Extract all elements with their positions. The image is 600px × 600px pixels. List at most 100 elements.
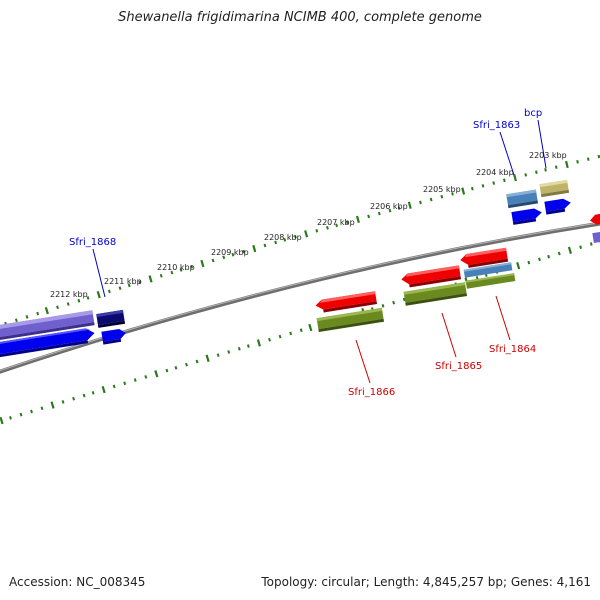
scale-label: 2207 kbp	[317, 218, 355, 227]
gene-label-bcp[interactable]: bcp	[524, 108, 542, 119]
minor-tick	[544, 168, 547, 172]
scale-label: 2206 kbp	[370, 202, 408, 211]
minor-tick	[195, 359, 199, 364]
minor-tick	[222, 255, 226, 260]
minor-tick	[451, 192, 454, 196]
minor-tick	[367, 214, 371, 219]
minor-tick	[40, 406, 44, 411]
minor-tick	[579, 245, 583, 250]
minor-tick	[231, 252, 235, 257]
leader-line-bcp	[537, 119, 547, 169]
major-tick	[256, 339, 261, 347]
cds-feature[interactable]	[592, 230, 600, 244]
minor-tick	[392, 300, 396, 305]
cds-feature[interactable]	[96, 309, 126, 328]
major-tick	[567, 246, 572, 255]
cds-feature[interactable]	[403, 282, 468, 306]
leader-line-sfri-1868	[92, 248, 106, 298]
minor-tick	[56, 305, 59, 310]
minor-tick	[335, 223, 338, 228]
minor-tick	[170, 270, 174, 275]
major-tick	[308, 323, 313, 332]
leader-line-sfri-1865	[441, 312, 457, 358]
cds-feature[interactable]	[465, 273, 516, 289]
minor-tick	[268, 337, 271, 342]
minor-tick	[538, 257, 541, 262]
minor-tick	[165, 368, 169, 373]
cds-feature[interactable]	[463, 262, 513, 278]
minor-tick	[470, 186, 474, 191]
major-tick	[355, 215, 360, 224]
cds-feature[interactable]	[460, 247, 509, 269]
gene-label-sfri-1863[interactable]: Sfri_1863	[473, 120, 520, 131]
minor-tick	[481, 184, 485, 188]
minor-tick	[475, 276, 479, 280]
minor-tick	[174, 366, 178, 370]
minor-tick	[576, 160, 579, 164]
cds-feature[interactable]	[539, 179, 570, 198]
minor-tick	[138, 280, 142, 284]
minor-tick	[211, 258, 215, 263]
major-tick	[461, 187, 466, 195]
gene-labels: bcp Sfri_1863 Sfri_1868 Sfri_1864 Sfri_1…	[69, 108, 542, 398]
minor-tick	[440, 194, 444, 199]
minor-tick	[127, 283, 131, 288]
minor-tick	[86, 296, 90, 300]
cds-feature[interactable]	[315, 291, 378, 313]
minor-tick	[159, 273, 163, 278]
minor-tick	[30, 409, 33, 414]
minor-tick	[144, 375, 148, 379]
minor-tick	[554, 165, 558, 169]
accession-text: Accession: NC_008345	[9, 575, 146, 589]
outer-tick-rail	[4, 154, 600, 326]
minor-tick	[185, 362, 188, 367]
minor-tick	[118, 286, 122, 290]
minor-tick	[112, 384, 116, 389]
major-tick	[154, 370, 159, 378]
minor-tick	[66, 302, 70, 306]
minor-tick	[25, 315, 29, 319]
major-tick	[200, 259, 205, 268]
major-tick	[564, 160, 569, 169]
major-tick	[44, 307, 49, 315]
cds-feature[interactable]	[589, 212, 600, 225]
gene-label-sfri-1866[interactable]: Sfri_1866	[348, 387, 395, 398]
reverse-features	[315, 212, 600, 333]
cds-feature[interactable]	[401, 265, 462, 288]
major-tick	[407, 201, 412, 209]
scale-label: 2204 kbp	[476, 168, 514, 177]
gene-label-sfri-1864[interactable]: Sfri_1864	[489, 344, 536, 355]
minor-tick	[299, 328, 303, 333]
scale-label: 2211 kbp	[104, 277, 142, 286]
scale-label: 2203 kbp	[529, 151, 567, 160]
minor-tick	[14, 318, 18, 323]
genome-backbone	[0, 221, 600, 374]
minor-tick	[429, 197, 433, 202]
cds-feature[interactable]	[544, 198, 572, 215]
minor-tick	[123, 381, 127, 386]
minor-tick	[179, 268, 183, 272]
minor-tick	[388, 208, 392, 213]
minor-tick	[597, 154, 600, 159]
cds-feature[interactable]	[506, 189, 539, 209]
minor-tick	[502, 178, 506, 183]
leader-line-sfri-1864	[495, 295, 511, 341]
minor-tick	[77, 298, 81, 303]
major-tick	[50, 401, 55, 409]
minor-tick	[586, 157, 590, 161]
cds-feature[interactable]	[511, 207, 543, 225]
gene-label-sfri-1865[interactable]: Sfri_1865	[435, 361, 482, 372]
minor-tick	[263, 243, 267, 248]
minor-tick	[9, 415, 12, 420]
cds-feature[interactable]	[316, 307, 385, 333]
cds-feature[interactable]	[0, 310, 95, 344]
cds-feature[interactable]	[0, 327, 96, 361]
minor-tick	[107, 289, 111, 294]
minor-tick	[278, 334, 282, 339]
minor-tick	[294, 234, 297, 239]
minor-tick	[91, 390, 95, 395]
genome-summary-text: Topology: circular; Length: 4,845,257 bp…	[261, 575, 591, 589]
cds-feature[interactable]	[101, 328, 127, 345]
minor-tick	[524, 173, 528, 177]
gene-label-sfri-1868[interactable]: Sfri_1868	[69, 237, 116, 248]
